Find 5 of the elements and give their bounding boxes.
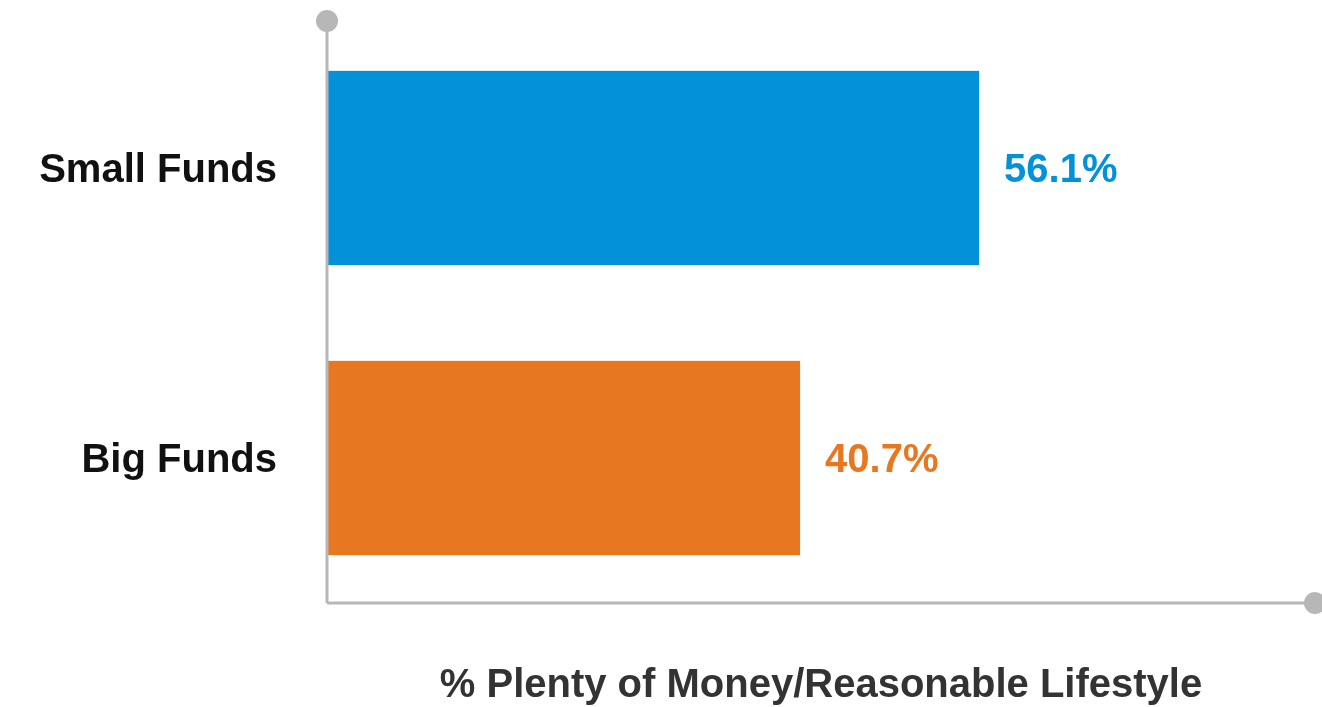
data-label: 40.7%	[825, 436, 939, 480]
x-axis-title: % Plenty of Money/Reasonable Lifestyle	[439, 661, 1203, 705]
y-tick-label: Small Funds	[39, 146, 277, 190]
y-tick-label: Big Funds	[81, 436, 277, 480]
data-label: 56.1%	[1004, 146, 1118, 190]
